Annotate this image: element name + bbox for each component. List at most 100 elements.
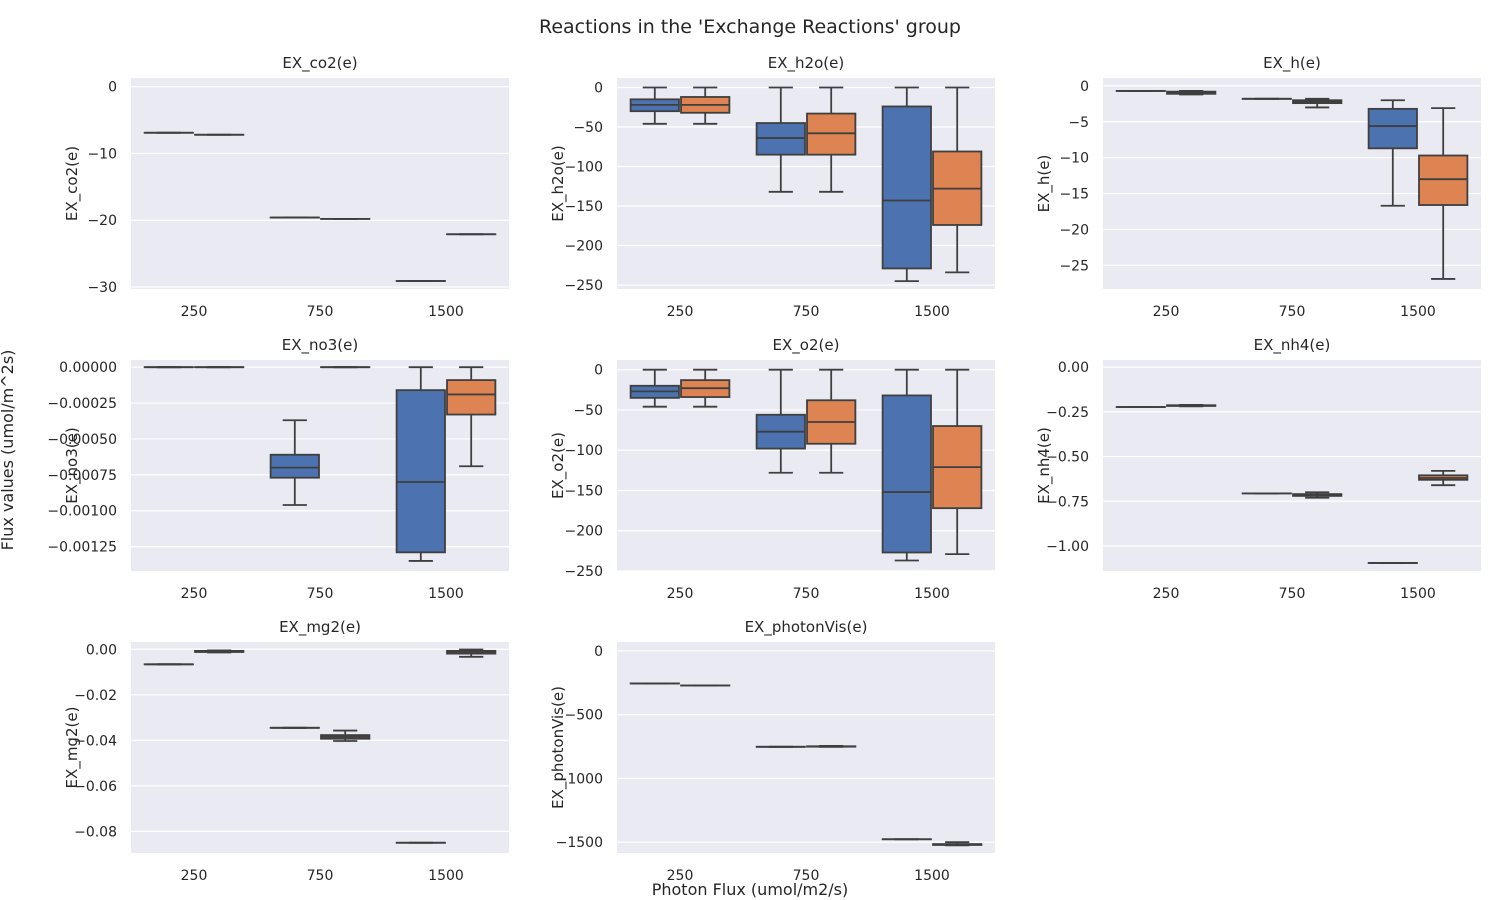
- subplot-y-axis-label: EX_no3(e): [63, 427, 82, 503]
- y-tick-label: 0: [594, 80, 603, 96]
- x-tick-label: 1500: [428, 868, 464, 884]
- y-tick-label: 0.00: [1058, 360, 1089, 376]
- subplot-title: EX_mg2(e): [279, 618, 361, 637]
- box-series-2-cat-250: [680, 368, 731, 408]
- box-series-1-cat-750: [755, 368, 806, 474]
- box-series-2-cat-750: [806, 368, 857, 474]
- subplot-title: EX_no3(e): [282, 336, 358, 355]
- subplot-title: EX_h2o(e): [768, 54, 844, 73]
- box-series-1-cat-250: [629, 86, 680, 125]
- x-tick-label: 250: [181, 868, 208, 884]
- box-series-1-cat-250: [629, 368, 680, 408]
- y-tick-label: −50: [573, 403, 603, 419]
- y-tick-label: 0: [594, 644, 603, 660]
- plot-background: [131, 642, 509, 853]
- y-tick-label: −0.02: [74, 688, 117, 704]
- box-series-2-cat-750: [1292, 491, 1343, 499]
- subplot-title: EX_photonVis(e): [745, 618, 868, 637]
- box-series-1-cat-1500: [395, 366, 446, 562]
- x-tick-label: 750: [793, 868, 820, 884]
- x-tick-label: 1500: [428, 586, 464, 602]
- y-tick-label: 0: [594, 363, 603, 379]
- x-tick-label: 250: [667, 868, 694, 884]
- subplot-y-axis-label: EX_h(e): [1035, 155, 1054, 213]
- y-tick-label: −1.00: [1046, 539, 1089, 555]
- x-tick-label: 1500: [914, 586, 950, 602]
- subplot-y-axis-label: EX_h2o(e): [549, 145, 568, 221]
- x-tick-label: 1500: [914, 868, 950, 884]
- subplot: 0.00 −0.02 −0.04 −0.06 −0.08 250 750 1500 EX_mg2…: [63, 618, 509, 884]
- x-tick-label: 750: [1279, 304, 1306, 320]
- y-tick-label: −0.06: [74, 779, 117, 795]
- x-tick-label: 750: [793, 586, 820, 602]
- y-tick-label: −100: [565, 160, 603, 176]
- x-tick-label: 250: [667, 586, 694, 602]
- y-tick-label: −250: [565, 564, 603, 580]
- box-series-1-cat-1500: [881, 86, 932, 282]
- subplot-title: EX_nh4(e): [1254, 336, 1331, 355]
- box: [1367, 107, 1418, 150]
- y-tick-label: −0.00075: [47, 468, 117, 484]
- x-tick-label: 750: [1279, 586, 1306, 602]
- plot-background: [131, 78, 509, 289]
- box-series-1-cat-750: [269, 419, 320, 506]
- box-series-2-cat-250: [1166, 403, 1217, 408]
- subplot-title: EX_o2(e): [773, 336, 840, 355]
- y-tick-label: 0.00000: [59, 360, 117, 376]
- box-series-2-cat-250: [1166, 90, 1217, 96]
- box-series-2-cat-1500: [932, 86, 983, 274]
- y-tick-label: −150: [565, 483, 603, 499]
- y-tick-label: −20: [87, 213, 117, 229]
- x-tick-label: 250: [1153, 586, 1180, 602]
- y-tick-label: −15: [1059, 187, 1089, 203]
- y-tick-label: 0.00: [86, 642, 117, 658]
- y-tick-label: −1500: [556, 835, 603, 851]
- y-tick-label: −200: [565, 239, 603, 255]
- y-tick-label: −100: [565, 443, 603, 459]
- subplot-y-axis-label: EX_co2(e): [63, 146, 82, 221]
- x-tick-label: 1500: [914, 304, 950, 320]
- box-series-1-cat-750: [755, 86, 806, 193]
- y-tick-label: −20: [1059, 222, 1089, 238]
- subplot: 0 −10 −20 −30 250 750 1500 EX_co2(e) EX_co2(e): [63, 54, 509, 320]
- y-tick-label: −0.00100: [47, 504, 117, 520]
- subplot-y-axis-label: EX_photonVis(e): [549, 686, 568, 809]
- x-tick-label: 250: [181, 304, 208, 320]
- box-series-2-cat-1500: [932, 841, 983, 847]
- y-tick-label: −0.50: [1046, 450, 1089, 466]
- y-tick-label: 0: [1080, 79, 1089, 95]
- subplot-title: EX_h(e): [1263, 54, 1321, 73]
- box-series-2-cat-1500: [1418, 469, 1469, 487]
- y-tick-label: −0.00050: [47, 432, 117, 448]
- y-tick-label: −150: [565, 199, 603, 215]
- plot-background: [617, 642, 995, 853]
- x-tick-label: 250: [1153, 304, 1180, 320]
- subplot: 0 −50 −100 −150 −200 −250 250 750 1500 EX_o2(e) EX…: [549, 336, 995, 602]
- box-series-2-cat-750: [806, 745, 857, 748]
- box-series-2-cat-750: [1292, 97, 1343, 109]
- y-tick-label: −500: [565, 708, 603, 724]
- x-tick-label: 750: [307, 868, 334, 884]
- plot-background: [617, 360, 995, 571]
- box-series-1-cat-1500: [881, 368, 932, 562]
- box-series-2-cat-1500: [446, 366, 497, 468]
- figure-y-axis-label: Flux values (umol/m^2s): [0, 350, 17, 551]
- subplot-y-axis-label: EX_o2(e): [549, 432, 568, 499]
- subplot: 0.00000 −0.00025 −0.00050 −0.00075 −0.00100 −…: [47, 336, 509, 602]
- x-tick-label: 750: [307, 586, 334, 602]
- x-tick-label: 250: [181, 586, 208, 602]
- plot-background: [1103, 78, 1481, 289]
- box-series-1-cat-1500: [1367, 99, 1418, 207]
- y-tick-label: −0.75: [1046, 494, 1089, 510]
- y-tick-label: −50: [573, 120, 603, 136]
- box: [881, 394, 932, 554]
- y-tick-label: −250: [565, 278, 603, 294]
- box-series-2-cat-750: [806, 86, 857, 193]
- figure-title: Reactions in the 'Exchange Reactions' gr…: [539, 16, 961, 38]
- y-tick-label: −0.25: [1046, 405, 1089, 421]
- y-tick-label: −10: [1059, 151, 1089, 167]
- y-tick-label: −30: [87, 280, 117, 296]
- x-tick-label: 750: [793, 304, 820, 320]
- box: [446, 379, 497, 416]
